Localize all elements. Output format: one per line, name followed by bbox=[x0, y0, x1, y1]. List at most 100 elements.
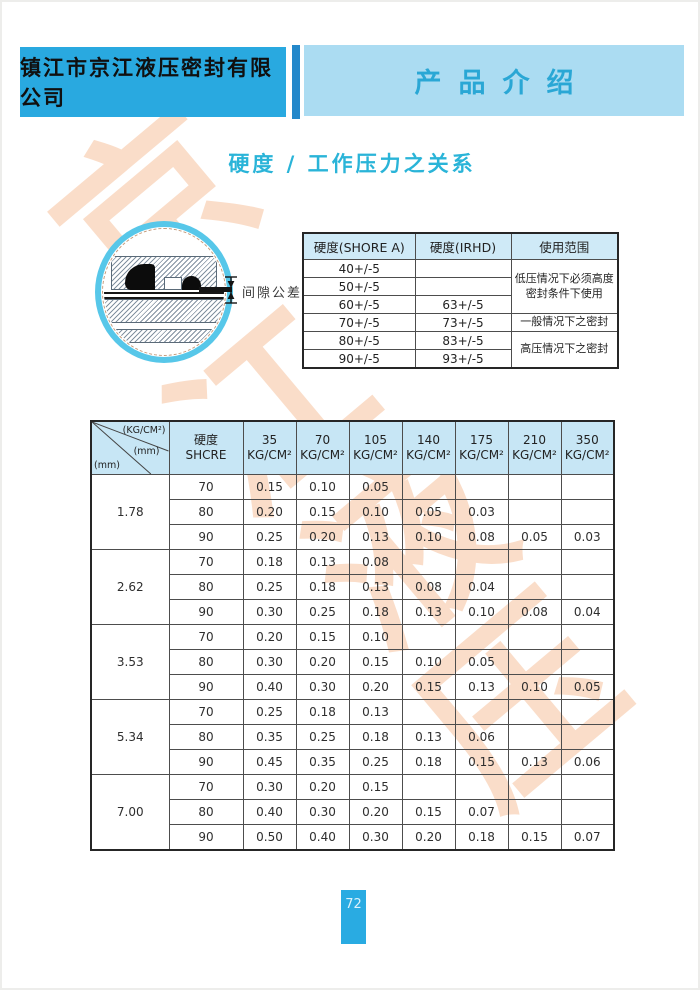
cell-pressure-value: 0.35 bbox=[295, 749, 350, 775]
cell-hardness: 70 bbox=[168, 699, 244, 725]
cell-pressure-value bbox=[401, 699, 456, 725]
cell-pressure-value bbox=[454, 549, 509, 575]
pressure-unit-label: KG/CM² bbox=[300, 448, 345, 462]
pressure-value-label: 175 bbox=[470, 433, 493, 447]
cell-cross-section: 5.34 bbox=[90, 699, 170, 775]
pressure-unit-label: KG/CM² bbox=[353, 448, 398, 462]
hardness-column-header: 硬度 SHCRE bbox=[168, 420, 244, 475]
cell-pressure-value bbox=[507, 799, 562, 825]
cell-pressure-value bbox=[560, 774, 615, 800]
pressure-column-header: 350 KG/CM² bbox=[560, 420, 615, 475]
cell-pressure-value: 0.05 bbox=[401, 499, 456, 525]
hardness-usage-table: 硬度(SHORE A) 硬度(IRHD) 使用范围 40+/-5 低压情况下必须高… bbox=[302, 232, 619, 369]
section-header-bar: 产品介绍 bbox=[304, 45, 684, 116]
cell-pressure-value: 0.20 bbox=[242, 499, 297, 525]
cell-pressure-value: 0.15 bbox=[454, 749, 509, 775]
pressure-header-row: (KG/CM²) (mm) (mm) 硬度 SHCRE 35 KG/CM² 70 KG… bbox=[90, 420, 615, 475]
pressure-table-row: 1.78 70 0.15 0.10 0.05 bbox=[90, 474, 615, 550]
cell-pressure-value: 0.10 bbox=[295, 474, 350, 500]
cell-pressure-value: 0.25 bbox=[242, 574, 297, 600]
cell-pressure-value: 0.13 bbox=[348, 574, 403, 600]
cell-pressure-value bbox=[507, 499, 562, 525]
cell-pressure-value: 0.18 bbox=[348, 724, 403, 750]
clearance-pointer-line bbox=[199, 287, 232, 292]
cell-hardness: 80 bbox=[168, 799, 244, 825]
cell-pressure-value: 0.20 bbox=[295, 774, 350, 800]
hardness-table-row: 60+/-5 63+/-5 bbox=[302, 295, 618, 314]
corner-mm-mid: (mm) bbox=[133, 446, 160, 457]
hardness-table-row: 70+/-5 73+/-5 一般情况下之密封 bbox=[302, 313, 619, 332]
pressure-table-body: 1.78 70 0.15 0.10 0.05 80 0.20 0.15 0.10 0.05 0.03… bbox=[90, 474, 615, 851]
cell-shore: 50+/-5 bbox=[302, 277, 416, 296]
cell-pressure-value: 0.15 bbox=[242, 474, 297, 500]
col-header-usage: 使用范围 bbox=[510, 232, 619, 260]
cell-pressure-value bbox=[401, 474, 456, 500]
cell-pressure-value: 0.05 bbox=[560, 674, 615, 700]
cell-pressure-value bbox=[507, 724, 562, 750]
pressure-value-label: 140 bbox=[417, 433, 440, 447]
cell-pressure-value bbox=[560, 574, 615, 600]
cell-pressure-value: 0.08 bbox=[507, 599, 562, 625]
cell-pressure-value: 0.10 bbox=[507, 674, 562, 700]
pressure-table-row: 80 0.20 0.15 0.10 0.05 0.03 bbox=[91, 499, 615, 525]
seal-profile-large bbox=[125, 264, 155, 290]
cell-pressure-value: 0.25 bbox=[242, 524, 297, 550]
cell-pressure-value: 0.25 bbox=[242, 699, 297, 725]
cell-pressure-value bbox=[401, 774, 456, 800]
dimension-arrows-icon bbox=[224, 275, 238, 309]
pressure-column-header: 70 KG/CM² bbox=[295, 420, 350, 475]
pressure-table-row: 7.00 70 0.30 0.20 0.15 bbox=[90, 774, 615, 851]
corner-mm-bottom: (mm) bbox=[94, 460, 120, 472]
cell-pressure-value bbox=[401, 624, 456, 650]
pressure-column-header: 35 KG/CM² bbox=[242, 420, 297, 475]
cell-pressure-value: 0.15 bbox=[401, 674, 456, 700]
cell-pressure-value: 0.30 bbox=[242, 774, 297, 800]
cell-pressure-value: 0.06 bbox=[560, 749, 615, 775]
cell-pressure-value: 0.15 bbox=[295, 499, 350, 525]
section-title: 产品介绍 bbox=[414, 68, 591, 99]
hardness-table-row: 90+/-5 93+/-5 bbox=[302, 349, 618, 369]
pressure-value-label: 350 bbox=[575, 433, 599, 447]
base-block-hatched bbox=[112, 329, 222, 343]
hardness-table-row: 40+/-5 低压情况下必须高度 密封条件下使用 bbox=[302, 259, 619, 314]
dashed-circle bbox=[102, 228, 226, 356]
cell-pressure-value: 0.04 bbox=[454, 574, 509, 600]
cell-pressure-value: 0.30 bbox=[242, 649, 297, 675]
cell-irhd bbox=[414, 259, 512, 278]
cell-pressure-value bbox=[454, 474, 509, 500]
cell-pressure-value: 0.10 bbox=[401, 524, 456, 550]
pressure-table-row: 5.34 70 0.25 0.18 0.13 bbox=[90, 699, 615, 775]
cell-pressure-value bbox=[560, 499, 615, 525]
cell-pressure-value bbox=[507, 699, 562, 725]
cell-pressure-value bbox=[560, 649, 615, 675]
cell-cross-section: 7.00 bbox=[90, 774, 170, 851]
cell-pressure-value: 0.18 bbox=[295, 574, 350, 600]
cell-pressure-value: 0.45 bbox=[242, 749, 297, 775]
cell-pressure-value: 0.05 bbox=[348, 474, 403, 500]
cell-pressure-value: 0.15 bbox=[507, 824, 562, 851]
cell-pressure-value: 0.18 bbox=[242, 549, 297, 575]
cell-pressure-value: 0.13 bbox=[454, 674, 509, 700]
hardness-table-row: 50+/-5 bbox=[302, 277, 618, 296]
cell-pressure-value: 0.10 bbox=[348, 624, 403, 650]
company-header-bar: 镇江市京江液压密封有限公司 bbox=[20, 47, 286, 117]
cell-pressure-value bbox=[507, 549, 562, 575]
cell-pressure-value: 0.50 bbox=[242, 824, 297, 851]
pressure-column-header: 210 KG/CM² bbox=[507, 420, 562, 475]
cell-irhd: 63+/-5 bbox=[414, 295, 512, 314]
pressure-column-header: 140 KG/CM² bbox=[401, 420, 456, 475]
cell-shore: 80+/-5 bbox=[302, 331, 416, 350]
cell-irhd: 73+/-5 bbox=[414, 313, 512, 332]
cell-pressure-value: 0.20 bbox=[348, 674, 403, 700]
seal-profile-small bbox=[182, 276, 201, 290]
pressure-table-row: 90 0.45 0.35 0.25 0.18 0.15 0.13 0.06 bbox=[91, 749, 615, 775]
cell-pressure-value: 0.05 bbox=[507, 524, 562, 550]
cell-hardness: 90 bbox=[168, 824, 244, 851]
cell-hardness: 70 bbox=[168, 774, 244, 800]
pressure-unit-label: KG/CM² bbox=[406, 448, 451, 462]
cell-pressure-value bbox=[560, 474, 615, 500]
pressure-table-row: 90 0.25 0.20 0.13 0.10 0.08 0.05 0.03 bbox=[91, 524, 615, 550]
pressure-table-row: 3.53 70 0.20 0.15 0.10 bbox=[90, 624, 615, 700]
cell-hardness: 80 bbox=[168, 649, 244, 675]
cell-hardness: 70 bbox=[168, 474, 244, 500]
